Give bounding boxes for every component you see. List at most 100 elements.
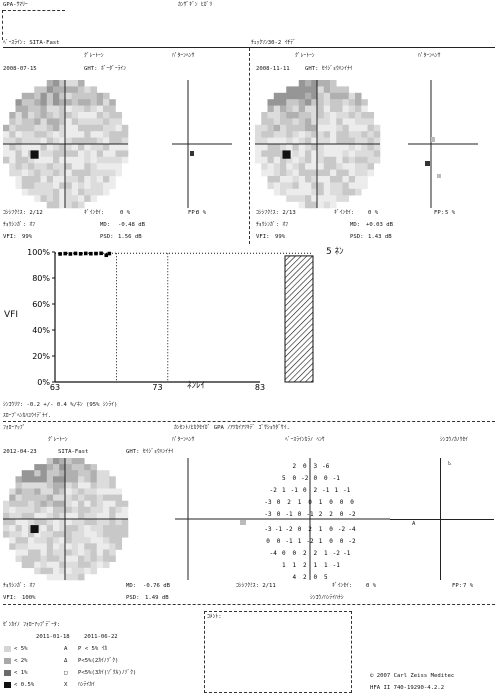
graytone-cell [53, 470, 60, 477]
graytone-cell [71, 163, 79, 170]
graytone-cell [109, 476, 116, 483]
graytone-cell [323, 163, 331, 170]
graytone-cell [53, 163, 60, 170]
graytone-cell [15, 494, 23, 501]
graytone-cell [292, 176, 300, 183]
followup-psd-label: PSD: [126, 595, 140, 601]
exam2-graytone-label: ｸﾞﾚｰﾄｰﾝ [295, 53, 315, 59]
graytone-cell [286, 92, 293, 100]
graytone-cell [84, 537, 91, 544]
graytone-cell [90, 500, 98, 508]
graytone-cell [323, 195, 331, 202]
deviation-value: 1 [319, 526, 323, 533]
graytone-cell [273, 169, 281, 177]
legend-swatch [4, 682, 11, 688]
graytone-cell [78, 112, 85, 119]
graytone-cell [65, 144, 73, 151]
graytone-cell [65, 488, 73, 495]
graytone-cell [46, 500, 54, 508]
graytone-cell [34, 188, 41, 196]
graytone-cell [103, 537, 110, 544]
graytone-cell [90, 92, 98, 100]
graytone-cell [348, 156, 356, 164]
graytone-cell [90, 150, 98, 158]
graytone-cell [21, 99, 29, 106]
graytone-cell [317, 163, 325, 170]
graytone-cell [65, 555, 73, 562]
graytone-cell [15, 176, 23, 183]
graytone-cell [311, 124, 318, 132]
deviation-value: 0 [329, 526, 333, 533]
graytone-cell [286, 188, 293, 196]
graytone-cell [361, 105, 368, 113]
graytone-cell [46, 506, 54, 514]
graytone-cell [96, 124, 104, 132]
graytone-cell [109, 537, 116, 544]
graytone-cell [115, 163, 123, 170]
graytone-cell [292, 188, 300, 196]
graytone-cell [115, 519, 123, 526]
graytone-cell [40, 488, 48, 495]
graytone-cell [34, 131, 41, 138]
graytone-cell [40, 531, 48, 538]
graytone-cell [342, 99, 350, 106]
deviation-value: 0 [340, 499, 344, 506]
deviation-value: 0 [324, 475, 328, 482]
graytone-cell [84, 512, 91, 520]
graytone-cell [348, 150, 356, 158]
graytone-cell [121, 137, 129, 145]
graytone-cell [9, 494, 16, 501]
graytone-cell [46, 561, 54, 569]
graytone-cell [53, 537, 60, 544]
header-tick [2, 10, 3, 40]
graytone-cell [15, 118, 23, 126]
graytone-cell [103, 163, 110, 170]
followup-no-progress: ｼﾝｺｳﾉﾊﾝﾃｲﾊﾅｼ [310, 595, 344, 601]
graytone-cell [109, 482, 116, 489]
graytone-cell [96, 488, 104, 495]
graytone-cell [286, 163, 293, 170]
graytone-cell [323, 80, 331, 87]
graytone-cell [267, 124, 275, 132]
graytone-cell [40, 86, 48, 94]
legend-pct: < 2% [14, 658, 28, 664]
graytone-cell [361, 99, 368, 106]
graytone-cell [103, 99, 110, 106]
graytone-cell [273, 137, 281, 145]
exam2-pattern-mark-2 [425, 161, 430, 166]
graytone-cell [3, 131, 10, 138]
graytone-cell [21, 512, 29, 520]
graytone-cell [109, 124, 116, 132]
graytone-cell [34, 543, 41, 550]
graytone-cell [46, 188, 54, 196]
blind-spot-mark [30, 525, 39, 534]
graytone-cell [90, 482, 98, 489]
graytone-cell [103, 494, 110, 501]
graytone-cell [65, 500, 73, 508]
followup-progression-label: ｼﾝｺｳﾉｶﾉｳｾｲ [440, 437, 468, 443]
graytone-cell [34, 494, 41, 501]
graytone-cell [78, 500, 85, 508]
graytone-cell [115, 537, 123, 544]
graytone-cell [336, 92, 343, 100]
graytone-cell [53, 531, 60, 538]
exam1-psd-label: PSD: [100, 234, 114, 240]
graytone-cell [3, 531, 10, 538]
graytone-cell [317, 99, 325, 106]
graytone-cell [121, 124, 129, 132]
graytone-cell [280, 176, 287, 183]
graytone-cell [71, 555, 79, 562]
graytone-cell [15, 156, 23, 164]
graytone-cell [261, 112, 268, 119]
graytone-cell [65, 482, 73, 489]
graytone-cell [355, 156, 362, 164]
graytone-cell [46, 80, 54, 87]
blind-spot-mark [282, 150, 291, 159]
graytone-cell [34, 169, 41, 177]
graytone-cell [84, 188, 91, 196]
deviation-value: -1 [322, 487, 330, 494]
graytone-cell [59, 494, 66, 501]
graytone-cell [65, 195, 73, 202]
graytone-cell [109, 99, 116, 106]
graytone-cell [59, 124, 66, 132]
